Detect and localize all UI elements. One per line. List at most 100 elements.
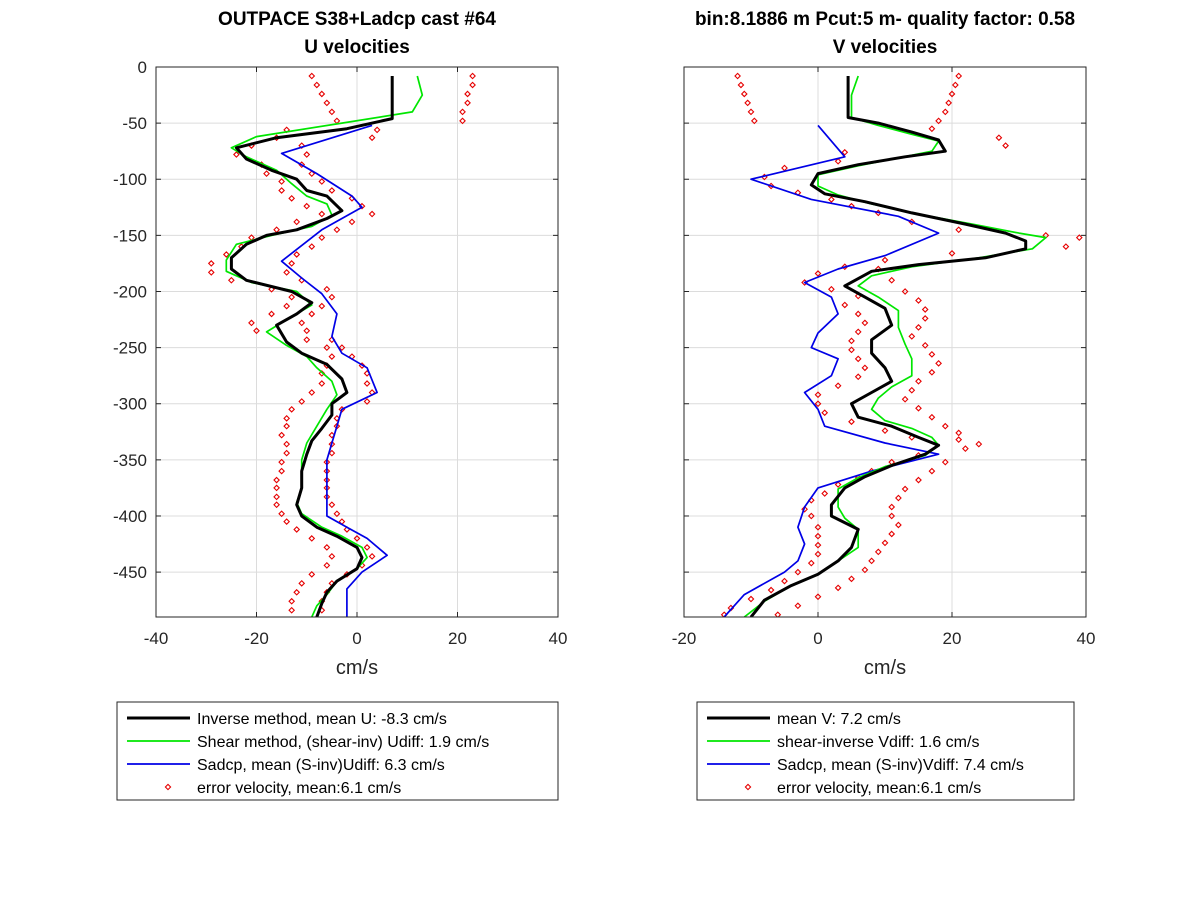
u-error-velocity-point <box>308 310 316 318</box>
u-xlabel: cm/s <box>336 657 378 679</box>
u-legend-marker-error <box>164 783 172 791</box>
u-error-velocity-point <box>308 243 316 250</box>
v-error-velocity-point <box>915 404 922 412</box>
v-error-velocity-point <box>921 306 929 313</box>
v-legend: mean V: 7.2 cm/s shear-inverse Vdiff: 1.6… <box>696 701 1075 801</box>
v-error-velocity-point <box>921 315 929 322</box>
u-error-velocity-point <box>303 327 311 335</box>
u-error-velocity-point <box>278 458 286 466</box>
u-legend-entry: Sadcp, mean (S-inv)Udiff: 6.3 cm/s <box>197 757 445 774</box>
v-error-velocity-point <box>962 445 969 453</box>
u-error-velocity-point <box>278 510 286 518</box>
v-error-velocity-point <box>945 99 953 107</box>
v-legend-entry: error velocity, mean:6.1 cm/s <box>777 780 981 797</box>
u-ticks: -40 -20 0 20 400-50-100-150-200-250-300-350-… <box>113 58 567 648</box>
u-error-velocity-point <box>298 398 306 405</box>
v-error-velocity-point <box>834 382 842 390</box>
v-error-velocity-point <box>747 108 755 116</box>
v-error-velocity-point <box>814 270 822 277</box>
u-error-velocity-point <box>293 526 301 533</box>
v-error-velocity-point <box>834 584 842 592</box>
u-error-velocity-point <box>373 126 381 134</box>
u-error-velocity-point <box>368 134 376 142</box>
u-error-velocity-point <box>328 501 336 509</box>
u-error-velocity-point <box>318 370 326 377</box>
v-error-velocity-point <box>901 288 909 295</box>
u-y-tick-label: -400 <box>113 507 147 526</box>
v-error-velocity-point <box>854 310 862 318</box>
v-error-velocity-point <box>951 81 959 89</box>
v-error-velocity-point <box>881 427 889 435</box>
u-sadcp-line <box>280 124 388 617</box>
u-error-velocity-point <box>263 170 270 178</box>
v-error-velocity-point <box>948 90 956 98</box>
v-error-velocity-point <box>848 202 855 210</box>
v-error-velocity-point <box>794 568 802 576</box>
u-error-velocity-point <box>283 422 291 430</box>
v-plot-area <box>720 72 1083 617</box>
u-legend-box <box>116 701 559 801</box>
v-legend-entry: shear-inverse Vdiff: 1.6 cm/s <box>777 734 979 751</box>
v-legend-marker-error <box>744 783 752 791</box>
u-error-velocity-point <box>333 510 341 518</box>
u-error-velocity-point <box>288 606 296 614</box>
u-error-velocity-point <box>308 570 316 578</box>
v-error-velocity-point <box>807 512 815 520</box>
u-error-velocity-point <box>338 344 346 351</box>
v-error-velocity-point <box>901 485 909 493</box>
u-y-tick-label: -350 <box>113 451 147 470</box>
u-error-velocity-point <box>363 398 371 405</box>
v-error-velocity-point <box>941 422 949 430</box>
v-error-velocity-point <box>955 72 963 80</box>
v-error-velocity-point <box>935 117 942 125</box>
u-error-velocity-point <box>233 151 240 158</box>
v-error-velocity-point <box>814 532 822 540</box>
u-series-group <box>207 72 476 617</box>
u-error-velocity-point <box>273 226 280 234</box>
v-error-velocity-point <box>935 359 942 367</box>
v-error-velocity-point <box>854 328 862 336</box>
v-error-velocity-point <box>814 541 822 549</box>
v-x-tick-label: 40 <box>1077 629 1096 648</box>
v-error-velocity-point <box>955 429 963 437</box>
u-error-velocity-point <box>288 597 296 605</box>
u-error-velocity-point <box>273 493 280 501</box>
v-xlabel: cm/s <box>864 657 906 679</box>
v-error-velocity-point <box>1075 234 1083 241</box>
u-inverse-line <box>229 76 394 617</box>
v-error-velocity-point <box>928 368 936 376</box>
v-error-velocity-point <box>908 333 916 340</box>
u-error-velocity-point <box>368 210 376 218</box>
u-error-velocity-point <box>303 151 311 158</box>
u-error-velocity-point <box>278 467 286 475</box>
u-error-velocity-point <box>308 72 316 80</box>
v-error-velocity-point <box>908 386 916 394</box>
v-error-velocity-point <box>895 494 902 502</box>
v-error-velocity-point <box>888 503 896 511</box>
u-error-velocity-point <box>459 117 466 125</box>
u-grid <box>156 67 558 617</box>
u-legend-entry: error velocity, mean:6.1 cm/s <box>197 780 401 797</box>
v-error-velocity-point <box>841 148 849 156</box>
u-error-velocity-point <box>328 293 336 301</box>
u-y-tick-label: -50 <box>122 114 147 133</box>
v-error-velocity-point <box>948 249 956 257</box>
u-error-velocity-point <box>469 81 476 89</box>
v-error-velocity-point <box>750 117 758 125</box>
u-error-velocity-point <box>207 260 215 267</box>
u-error-velocity-point <box>313 81 321 89</box>
u-error-velocity-point <box>333 226 341 234</box>
u-error-velocity-point <box>459 108 466 116</box>
v-inverse-line <box>749 76 1028 617</box>
v-error-velocity-point <box>734 72 741 80</box>
v-error-velocity-point <box>848 337 855 345</box>
u-error-velocity-point <box>323 344 331 351</box>
v-error-velocity-point <box>814 400 822 408</box>
u-error-velocity-point <box>283 414 291 422</box>
v-error-velocity-point <box>828 196 835 203</box>
v-grid <box>684 67 1086 617</box>
u-error-velocity-point <box>328 353 336 360</box>
v-error-velocity-point <box>781 164 788 172</box>
u-error-velocity-point <box>207 269 215 276</box>
